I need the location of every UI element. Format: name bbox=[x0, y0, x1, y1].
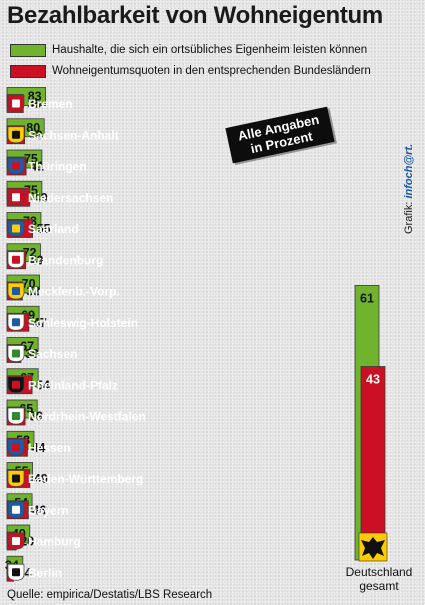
shield-charge bbox=[12, 224, 20, 233]
bar-value-households: 75 bbox=[24, 152, 38, 166]
category-label: Berlin bbox=[28, 566, 62, 580]
schleswig-holstein-coat-of-arms-icon bbox=[7, 313, 25, 331]
shield-charge bbox=[12, 287, 20, 295]
legend-label: Wohneigentumsquoten in den entsprechende… bbox=[52, 65, 371, 77]
niedersachsen-coat-of-arms-icon bbox=[7, 188, 25, 206]
shield-charge bbox=[12, 318, 20, 327]
legend-item-households: Haushalte, die sich ein ortsübliches Eig… bbox=[10, 43, 367, 57]
credit-prefix: Grafik: bbox=[403, 198, 415, 234]
shield-charge bbox=[12, 537, 20, 545]
baden-wuerttemberg-coat-of-arms-icon bbox=[7, 470, 25, 487]
shield-charge bbox=[12, 99, 20, 108]
bar-value-ownership: 49 bbox=[34, 191, 48, 205]
bar-value-households: 80 bbox=[26, 121, 40, 135]
category-label: Sachsen-Anhalt bbox=[28, 128, 119, 142]
shield-charge bbox=[12, 443, 20, 452]
bar-value-ownership: 49 bbox=[34, 472, 48, 486]
source-note: Quelle: empirica/Destatis/LBS Research bbox=[7, 589, 213, 601]
shield-charge bbox=[12, 193, 20, 202]
germany-eagle-icon bbox=[358, 532, 388, 562]
bar-value-households: 83 bbox=[28, 90, 42, 104]
category-label: Hamburg bbox=[28, 535, 81, 549]
shield-charge bbox=[12, 130, 20, 139]
sachsen-anhalt-coat-of-arms-icon bbox=[7, 126, 25, 144]
category-label: Mecklenb.-Vorp. bbox=[28, 285, 120, 299]
shield-charge bbox=[12, 162, 20, 170]
bar-value-ownership: 46 bbox=[32, 503, 46, 517]
mecklenburg-vorpommern-coat-of-arms-icon bbox=[7, 282, 25, 300]
eagle-shape bbox=[361, 537, 385, 559]
bayern-coat-of-arms-icon bbox=[7, 501, 25, 519]
category-label: Brandenburg bbox=[28, 253, 103, 267]
bar-value-ownership: 54 bbox=[36, 378, 50, 392]
germany-total-label-line: Deutschland bbox=[345, 565, 413, 579]
germany-value-households: 61 bbox=[360, 292, 374, 306]
brandenburg-coat-of-arms-icon bbox=[7, 251, 25, 269]
category-label: Hessen bbox=[28, 441, 71, 455]
sachsen-coat-of-arms-icon bbox=[7, 345, 25, 362]
legend-swatch-green bbox=[10, 43, 46, 57]
thueringen-coat-of-arms-icon bbox=[7, 157, 25, 175]
bar-value-ownership: 47 bbox=[33, 316, 47, 330]
hamburg-coat-of-arms-icon bbox=[7, 532, 25, 550]
germany-value-ownership: 43 bbox=[366, 373, 380, 387]
bar-value-ownership: 30 bbox=[25, 347, 39, 361]
legend-item-ownership: Wohneigentumsquoten in den entsprechende… bbox=[10, 64, 371, 78]
category-label: Saarland bbox=[28, 222, 79, 236]
bar-value-ownership: 33 bbox=[26, 285, 40, 299]
bar-value-households: 72 bbox=[23, 246, 37, 260]
credit-brand: infoch@rt. bbox=[403, 143, 415, 199]
bar-value-ownership: 41 bbox=[30, 160, 44, 174]
rheinland-pfalz-coat-of-arms-icon bbox=[7, 376, 25, 394]
shield-charge bbox=[12, 568, 20, 577]
bar-value-ownership: 39 bbox=[29, 410, 43, 424]
bar-value-ownership: 44 bbox=[31, 441, 45, 455]
bremen-coat-of-arms-icon bbox=[7, 95, 25, 112]
germany-total-label-line: gesamt bbox=[359, 579, 399, 593]
hessen-coat-of-arms-icon bbox=[7, 438, 25, 456]
category-label: Sachsen bbox=[28, 347, 77, 361]
bar-value-households: 70 bbox=[22, 277, 36, 291]
graphic-credit: Grafik: infoch@rt. bbox=[403, 144, 415, 234]
shield-charge bbox=[12, 255, 20, 264]
category-label: Bayern bbox=[28, 503, 69, 517]
bar-value-ownership: 55 bbox=[37, 222, 51, 236]
category-label: Baden-Württemberg bbox=[28, 472, 143, 486]
category-label: Schleswig-Holstein bbox=[28, 316, 138, 330]
bar-value-ownership: 38 bbox=[29, 128, 43, 142]
category-label: Niedersachsen bbox=[28, 191, 113, 205]
germany-total-label: Deutschland gesamt bbox=[340, 565, 418, 593]
bar-value-ownership: 35 bbox=[27, 97, 41, 111]
legend-label: Haushalte, die sich ein ortsübliches Eig… bbox=[52, 44, 368, 56]
shield-charge bbox=[12, 474, 20, 483]
shield-charge bbox=[12, 380, 20, 389]
legend-swatch-red bbox=[10, 64, 46, 78]
shield-charge bbox=[12, 505, 20, 514]
category-label: Thüringen bbox=[28, 160, 87, 174]
category-label: Rheinland-Pfalz bbox=[28, 378, 118, 392]
shield-charge bbox=[12, 349, 20, 358]
bar-value-ownership: 40 bbox=[30, 253, 44, 267]
category-label: Nordrhein-Westfalen bbox=[28, 410, 146, 424]
berlin-coat-of-arms-icon bbox=[7, 563, 25, 581]
germany-bar-ownership bbox=[360, 366, 386, 561]
category-label: Bremen bbox=[28, 97, 73, 111]
shield-charge bbox=[12, 412, 20, 420]
saarland-coat-of-arms-icon bbox=[7, 220, 25, 237]
nordrhein-westfalen-coat-of-arms-icon bbox=[7, 407, 25, 425]
chart-title: Bezahlbarkeit von Wohneigentum bbox=[7, 2, 383, 29]
